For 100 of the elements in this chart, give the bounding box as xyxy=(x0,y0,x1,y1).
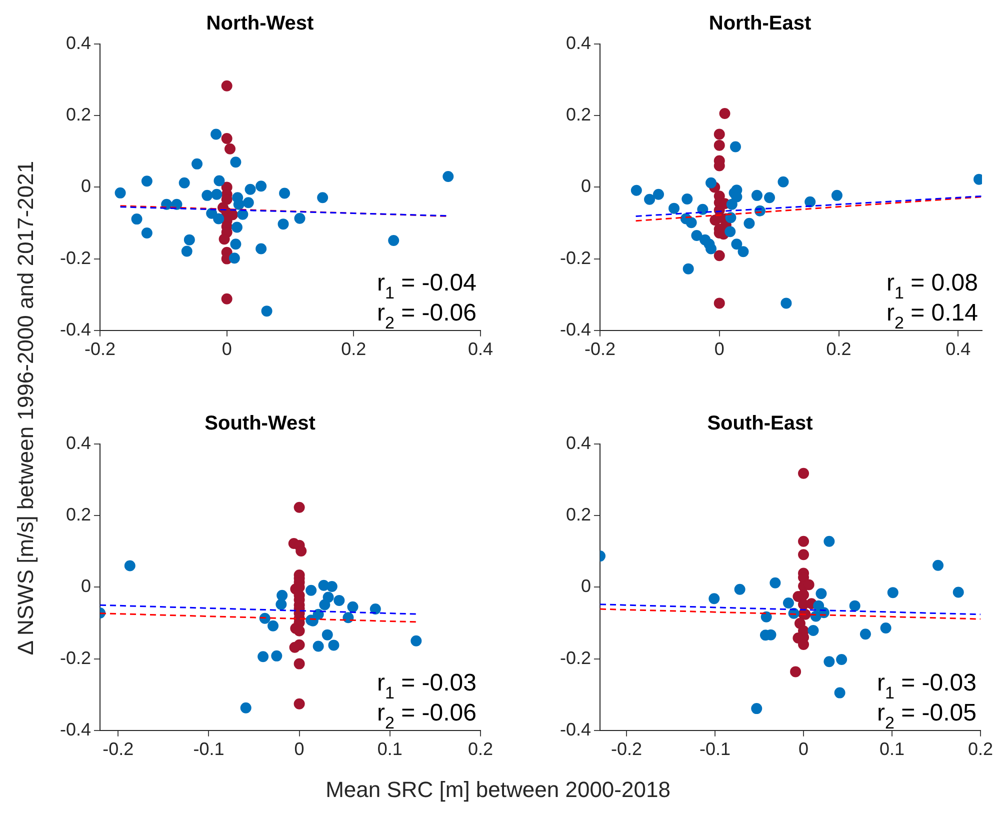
point xyxy=(714,128,725,140)
point xyxy=(834,687,846,698)
point xyxy=(849,600,860,612)
x-tick-label: 0.2 xyxy=(826,339,852,360)
point xyxy=(388,235,400,246)
point xyxy=(289,642,300,653)
x-tick-label: 0 xyxy=(798,739,809,760)
point xyxy=(296,546,307,557)
point xyxy=(887,587,898,598)
point xyxy=(214,175,225,186)
y-tick-label: -0.2 xyxy=(60,648,91,668)
y-tick-label: 0.2 xyxy=(566,504,591,525)
x-tick-label: 0 xyxy=(222,339,232,360)
point xyxy=(271,650,282,662)
y-tick-label: 0 xyxy=(580,576,591,596)
y-axis-title: Δ NSWS [m/s] between 1996-2000 and 2017-2021 xyxy=(13,160,39,656)
point xyxy=(790,666,802,678)
point xyxy=(268,620,279,632)
point xyxy=(294,698,305,710)
point xyxy=(442,170,454,182)
point xyxy=(230,156,242,168)
point xyxy=(256,180,267,192)
point xyxy=(731,238,742,250)
point xyxy=(778,176,789,188)
chart-title: North-West xyxy=(206,12,314,35)
point xyxy=(334,594,345,606)
point xyxy=(312,608,324,620)
point xyxy=(952,586,964,598)
y-tick-label: -0.2 xyxy=(560,648,591,668)
point xyxy=(178,177,190,188)
chart-title: North-East xyxy=(708,12,812,35)
point xyxy=(224,143,236,154)
point xyxy=(780,298,792,309)
y-tick-label: 0 xyxy=(580,176,591,196)
point xyxy=(724,226,736,238)
point xyxy=(244,184,256,195)
point xyxy=(342,612,354,624)
point xyxy=(932,560,944,571)
x-tick-label: 0.2 xyxy=(341,339,366,360)
x-tick-label: -0.1 xyxy=(193,739,224,760)
point xyxy=(706,177,717,188)
point xyxy=(258,651,269,662)
point xyxy=(836,654,848,666)
x-axis-title: Mean SRC [m] between 2000-2018 xyxy=(326,777,670,803)
point xyxy=(744,218,755,229)
point xyxy=(171,198,182,210)
point xyxy=(860,628,871,640)
x-tick-label: 0 xyxy=(714,339,724,360)
point xyxy=(734,584,746,595)
point xyxy=(816,588,827,600)
point xyxy=(714,250,725,262)
point xyxy=(719,108,730,119)
point xyxy=(231,222,242,233)
point xyxy=(708,593,720,604)
point xyxy=(294,625,305,636)
y-tick-label: -0.4 xyxy=(60,319,91,340)
point xyxy=(652,188,664,200)
point xyxy=(630,184,642,196)
point xyxy=(210,128,222,140)
y-tick-label: 0.4 xyxy=(566,32,591,53)
point xyxy=(714,298,725,309)
point xyxy=(725,212,736,224)
x-tick-label: -0.2 xyxy=(102,739,134,760)
point xyxy=(276,590,288,601)
point xyxy=(682,263,694,274)
chart-title: South-West xyxy=(204,412,316,435)
point xyxy=(261,306,272,317)
x-tick-label: 0.4 xyxy=(468,339,494,360)
y-tick-label: -0.4 xyxy=(560,319,591,340)
point xyxy=(880,622,892,634)
point xyxy=(306,584,317,596)
point xyxy=(644,194,656,205)
y-tick-label: 0.2 xyxy=(66,104,91,125)
y-tick-label: 0.4 xyxy=(66,32,91,53)
point xyxy=(764,192,776,204)
y-tick-label: -0.4 xyxy=(560,719,591,740)
x-tick-label: -0.2 xyxy=(611,739,642,760)
point xyxy=(141,176,152,187)
point xyxy=(322,629,333,640)
point xyxy=(770,577,781,588)
point xyxy=(824,656,835,668)
point xyxy=(131,214,142,225)
y-tick-label: 0 xyxy=(80,576,91,596)
point xyxy=(714,140,725,151)
x-tick-label: 0.2 xyxy=(468,739,494,760)
x-tick-label: -0.1 xyxy=(700,739,731,760)
point xyxy=(256,243,267,254)
y-tick-label: 0.2 xyxy=(566,104,591,125)
x-tick-label: 0.4 xyxy=(946,339,971,360)
point xyxy=(233,198,244,210)
point xyxy=(202,190,213,201)
point xyxy=(798,549,810,560)
point xyxy=(278,218,289,230)
point xyxy=(294,658,305,670)
x-tick-label: 0 xyxy=(294,739,304,760)
point xyxy=(326,580,338,592)
point xyxy=(370,604,381,615)
point xyxy=(218,234,230,245)
point xyxy=(228,252,240,264)
y-tick-label: -0.2 xyxy=(60,248,91,268)
